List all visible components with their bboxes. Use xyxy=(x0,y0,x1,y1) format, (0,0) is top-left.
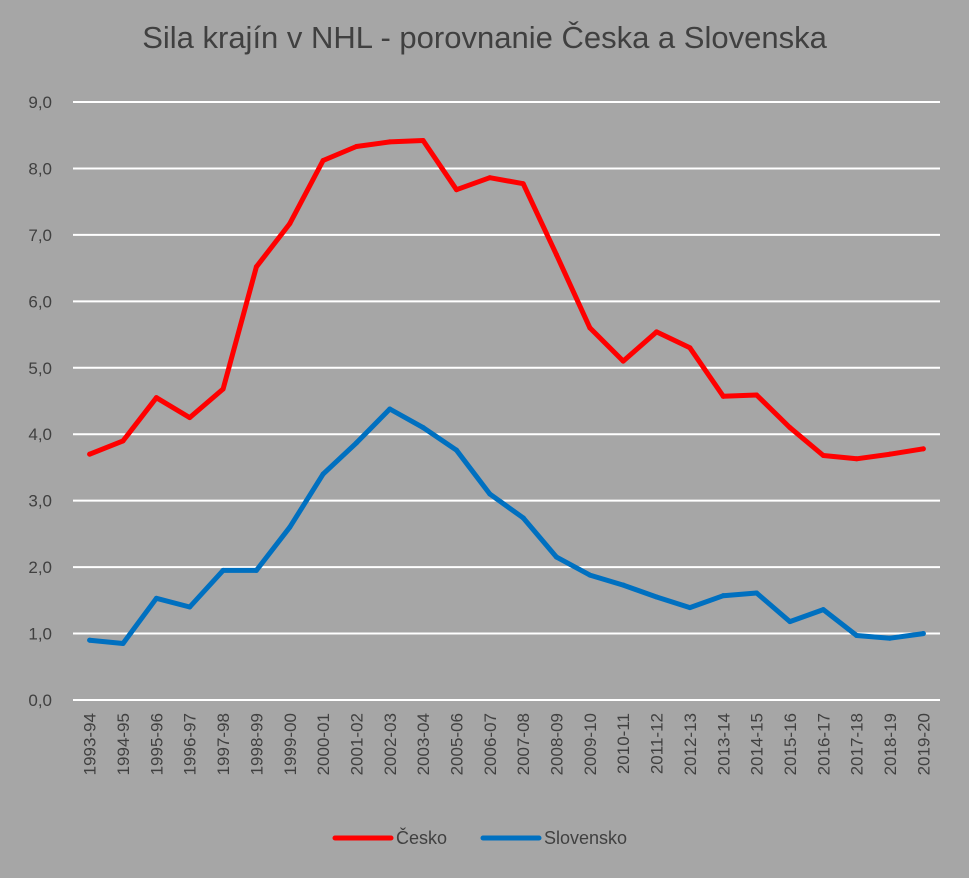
data-point xyxy=(687,345,693,351)
x-tick-label: 2000-01 xyxy=(314,713,333,775)
data-point xyxy=(887,635,893,641)
y-tick-label: 0,0 xyxy=(28,691,52,710)
x-tick-label: 2014-15 xyxy=(748,713,767,775)
y-tick-label: 9,0 xyxy=(28,93,52,112)
data-point xyxy=(587,325,593,331)
data-point xyxy=(153,595,159,601)
data-point xyxy=(787,619,793,625)
x-tick-label: 2016-17 xyxy=(814,713,833,775)
data-point xyxy=(920,631,926,637)
x-tick-label: 1996-97 xyxy=(181,713,200,775)
data-point xyxy=(253,567,259,573)
y-tick-label: 4,0 xyxy=(28,425,52,444)
y-tick-label: 2,0 xyxy=(28,558,52,577)
data-point xyxy=(87,637,93,643)
data-point xyxy=(854,633,860,639)
x-tick-label: 1997-98 xyxy=(214,713,233,775)
x-tick-label: 2017-18 xyxy=(848,713,867,775)
data-point xyxy=(854,456,860,462)
data-point xyxy=(754,392,760,398)
data-point xyxy=(120,641,126,647)
x-tick-label: 2002-03 xyxy=(381,713,400,775)
data-point xyxy=(420,425,426,431)
y-tick-label: 6,0 xyxy=(28,292,52,311)
chart-title: Sila krajín v NHL - porovnanie Česka a S… xyxy=(142,20,827,55)
data-point xyxy=(754,590,760,596)
x-tick-label: 2006-07 xyxy=(481,713,500,775)
data-point xyxy=(87,451,93,457)
legend-label: Slovensko xyxy=(544,828,627,848)
data-point xyxy=(720,393,726,399)
x-tick-label: 2011-12 xyxy=(648,713,667,774)
x-tick-label: 1999-00 xyxy=(281,713,300,775)
x-tick-label: 2007-08 xyxy=(514,713,533,775)
data-point xyxy=(420,138,426,144)
x-tick-label: 2018-19 xyxy=(881,713,900,775)
data-point xyxy=(520,181,526,187)
data-point xyxy=(153,395,159,401)
data-point xyxy=(687,605,693,611)
x-tick-label: 2005-06 xyxy=(447,713,466,775)
data-point xyxy=(654,594,660,600)
data-point xyxy=(520,515,526,521)
series-line-slovensko xyxy=(87,406,926,646)
data-point xyxy=(120,438,126,444)
x-tick-label: 2009-10 xyxy=(581,713,600,775)
data-point xyxy=(187,604,193,610)
data-point xyxy=(554,252,560,258)
x-tick-label: 1998-99 xyxy=(247,713,266,775)
data-point xyxy=(654,329,660,335)
data-point xyxy=(620,358,626,364)
data-point xyxy=(387,406,393,412)
data-point xyxy=(887,451,893,457)
legend-label: Česko xyxy=(396,827,447,848)
data-point xyxy=(220,386,226,392)
data-point xyxy=(320,471,326,477)
series-line-česko xyxy=(87,138,926,462)
data-point xyxy=(487,175,493,181)
x-tick-label: 2015-16 xyxy=(781,713,800,775)
x-tick-label: 2019-20 xyxy=(914,713,933,775)
data-point xyxy=(820,607,826,613)
y-tick-label: 1,0 xyxy=(28,625,52,644)
data-point xyxy=(353,144,359,150)
x-tick-label: 1994-95 xyxy=(114,713,133,775)
data-point xyxy=(720,593,726,599)
x-tick-label: 1995-96 xyxy=(147,713,166,775)
y-tick-label: 7,0 xyxy=(28,226,52,245)
data-point xyxy=(287,221,293,227)
x-tick-label: 2010-11 xyxy=(614,713,633,774)
y-tick-label: 8,0 xyxy=(28,159,52,178)
x-tick-label: 1993-94 xyxy=(81,713,100,775)
y-tick-label: 5,0 xyxy=(28,359,52,378)
data-point xyxy=(253,264,259,270)
data-point xyxy=(487,491,493,497)
x-tick-label: 2012-13 xyxy=(681,713,700,775)
data-point xyxy=(920,446,926,452)
x-tick-label: 2013-14 xyxy=(714,713,733,775)
y-tick-label: 3,0 xyxy=(28,492,52,511)
data-point xyxy=(387,139,393,145)
data-point xyxy=(587,572,593,578)
data-point xyxy=(220,567,226,573)
data-point xyxy=(453,447,459,453)
data-point xyxy=(820,452,826,458)
data-point xyxy=(453,187,459,193)
data-point xyxy=(320,157,326,163)
x-tick-label: 2001-02 xyxy=(347,713,366,775)
x-tick-label: 2003-04 xyxy=(414,713,433,775)
data-point xyxy=(287,524,293,530)
x-tick-label: 2008-09 xyxy=(548,713,567,775)
data-point xyxy=(353,440,359,446)
data-point xyxy=(787,425,793,431)
data-point xyxy=(187,415,193,421)
data-point xyxy=(620,582,626,588)
data-point xyxy=(554,554,560,560)
